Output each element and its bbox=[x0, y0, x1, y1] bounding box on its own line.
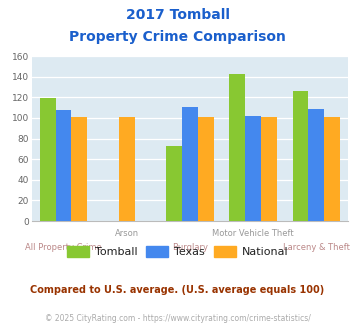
Text: Property Crime Comparison: Property Crime Comparison bbox=[69, 30, 286, 44]
Bar bbox=[166, 146, 182, 221]
Bar bbox=[198, 117, 214, 221]
Bar bbox=[182, 107, 198, 221]
Bar bbox=[119, 117, 135, 221]
Bar bbox=[308, 109, 324, 221]
Bar bbox=[261, 117, 277, 221]
Text: 2017 Tomball: 2017 Tomball bbox=[126, 8, 229, 22]
Bar bbox=[245, 116, 261, 221]
Bar bbox=[324, 117, 340, 221]
Text: © 2025 CityRating.com - https://www.cityrating.com/crime-statistics/: © 2025 CityRating.com - https://www.city… bbox=[45, 314, 310, 323]
Text: Larceny & Theft: Larceny & Theft bbox=[283, 243, 350, 251]
Text: Compared to U.S. average. (U.S. average equals 100): Compared to U.S. average. (U.S. average … bbox=[31, 285, 324, 295]
Text: Burglary: Burglary bbox=[172, 243, 208, 251]
Bar bbox=[229, 74, 245, 221]
Text: Arson: Arson bbox=[115, 229, 139, 238]
Text: All Property Crime: All Property Crime bbox=[25, 243, 102, 251]
Legend: Tomball, Texas, National: Tomball, Texas, National bbox=[62, 242, 293, 261]
Bar bbox=[40, 98, 56, 221]
Bar bbox=[293, 91, 308, 221]
Bar bbox=[71, 117, 87, 221]
Text: Motor Vehicle Theft: Motor Vehicle Theft bbox=[212, 229, 294, 238]
Bar bbox=[56, 110, 71, 221]
